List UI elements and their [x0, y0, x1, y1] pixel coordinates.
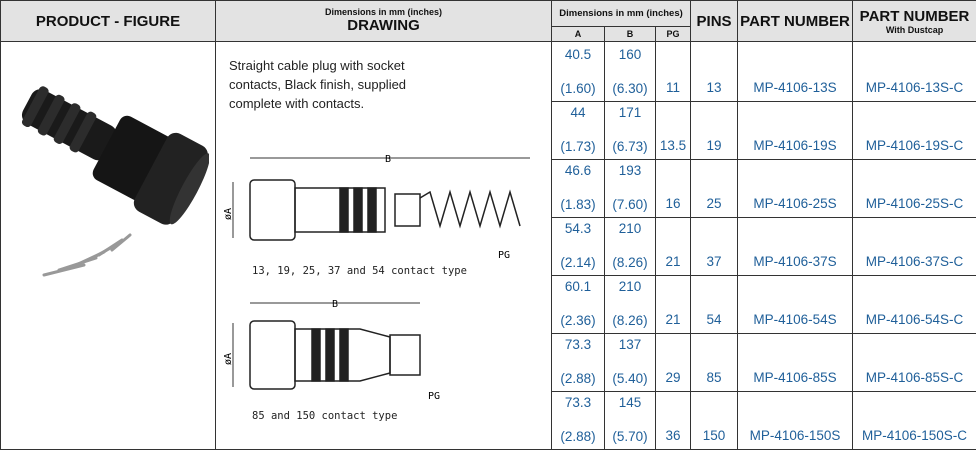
pins: 13 — [690, 41, 739, 102]
drawing-cell — [215, 41, 552, 450]
part-number: MP-4106-19S — [737, 101, 854, 160]
header-dimensions: Dimensions in mm (inches) — [550, 0, 692, 27]
header-part-number-dustcap: PART NUMBER With Dustcap — [852, 0, 976, 42]
table-row: 73.3 (2.88) 137 (5.40) 29 85 MP-4106-85S MP-410… — [1, 333, 976, 392]
product-description: Straight cable plug with socket contacts… — [229, 58, 407, 111]
pg-size: 21 — [654, 275, 692, 334]
part-number-dustcap: MP-4106-13S-C — [852, 41, 976, 102]
part-number: MP-4106-25S — [737, 159, 854, 218]
dim-a: 44 (1.73) — [551, 101, 605, 160]
table-row: 60.1 (2.36) 210 (8.26) 21 54 MP-4106-54S MP-410… — [1, 275, 976, 334]
drawing-large-plug: B øA PG — [223, 299, 440, 402]
product-photo — [21, 86, 209, 277]
pg-size: 16 — [654, 159, 692, 218]
header-part-number: PART NUMBER — [737, 0, 854, 42]
pins: 150 — [690, 391, 739, 450]
drawing-caption-large: 85 and 150 contact type — [252, 410, 398, 422]
dim-b: 145 (5.70) — [604, 391, 656, 450]
part-number-dustcap: MP-4106-19S-C — [852, 101, 976, 160]
dim-b: 210 (8.26) — [604, 217, 656, 276]
dim-a-label: øA — [223, 208, 234, 220]
dim-a: 60.1 (2.36) — [551, 275, 605, 334]
pins: 85 — [690, 333, 739, 392]
part-number-dustcap: MP-4106-37S-C — [852, 217, 976, 276]
part-number: MP-4106-150S — [737, 391, 854, 450]
header-pg: PG — [654, 26, 692, 42]
pins: 54 — [690, 275, 739, 334]
dim-a: 40.5 (1.60) — [551, 41, 605, 102]
dim-b-label: B — [385, 154, 391, 165]
pg-size: 29 — [654, 333, 692, 392]
header-product-figure: PRODUCT - FIGURE — [0, 0, 216, 42]
pg-label: PG — [498, 250, 510, 261]
dim-a: 54.3 (2.14) — [551, 217, 605, 276]
dim-a: 73.3 (2.88) — [551, 333, 605, 392]
part-number: MP-4106-13S — [737, 41, 854, 102]
table-row: 54.3 (2.14) 210 (8.26) 21 37 MP-4106-37S MP-410… — [1, 217, 976, 276]
header-a: A — [551, 26, 605, 42]
header-pins: PINS — [690, 0, 739, 42]
pins: 37 — [690, 217, 739, 276]
dim-a: 73.3 (2.88) — [551, 391, 605, 450]
dim-b: 137 (5.40) — [604, 333, 656, 392]
header-drawing: Dimensions in mm (inches) DRAWING — [215, 0, 552, 42]
dim-b: 160 (6.30) — [604, 41, 656, 102]
pg-size: 21 — [654, 217, 692, 276]
part-number: MP-4106-37S — [737, 217, 854, 276]
pg-label: PG — [428, 391, 440, 402]
table-row: 73.3 (2.88) 145 (5.70) 36 150 MP-4106-150S MP-4… — [1, 391, 976, 450]
part-number-dustcap: MP-4106-150S-C — [852, 391, 976, 450]
part-number-dustcap: MP-4106-54S-C — [852, 275, 976, 334]
drawing-caption-standard: 13, 19, 25, 37 and 54 contact type — [252, 265, 467, 277]
dim-b: 193 (7.60) — [604, 159, 656, 218]
table-row: 44 (1.73) 171 (6.73) 13.5 19 MP-4106-19S MP-410… — [1, 101, 976, 160]
part-number: MP-4106-85S — [737, 333, 854, 392]
part-number-dustcap: MP-4106-25S-C — [852, 159, 976, 218]
pins: 19 — [690, 101, 739, 160]
pg-size: 36 — [654, 391, 692, 450]
dim-b-label: B — [332, 299, 338, 310]
dim-a-label: øA — [223, 353, 234, 365]
pins: 25 — [690, 159, 739, 218]
pg-size: 11 — [654, 41, 692, 102]
dim-b: 171 (6.73) — [604, 101, 656, 160]
dim-b: 210 (8.26) — [604, 275, 656, 334]
part-number: MP-4106-54S — [737, 275, 854, 334]
part-number-dustcap: MP-4106-85S-C — [852, 333, 976, 392]
drawing-standard-plug: B øA PG — [223, 154, 530, 261]
header-b: B — [604, 26, 656, 42]
pg-size: 13.5 — [654, 101, 692, 160]
dim-a: 46.6 (1.83) — [551, 159, 605, 218]
